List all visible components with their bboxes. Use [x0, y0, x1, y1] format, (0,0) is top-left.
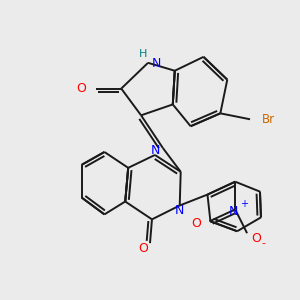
- Text: H: H: [139, 49, 147, 59]
- Text: O: O: [138, 242, 148, 255]
- Text: O: O: [192, 217, 202, 230]
- Text: O: O: [77, 82, 87, 95]
- Text: N: N: [152, 57, 161, 70]
- Text: N: N: [229, 205, 238, 218]
- Text: N: N: [175, 204, 184, 217]
- Text: O: O: [251, 232, 261, 245]
- Text: N: N: [150, 143, 160, 157]
- Text: Br: Br: [262, 113, 275, 126]
- Text: +: +: [240, 200, 248, 209]
- Text: -: -: [261, 238, 265, 248]
